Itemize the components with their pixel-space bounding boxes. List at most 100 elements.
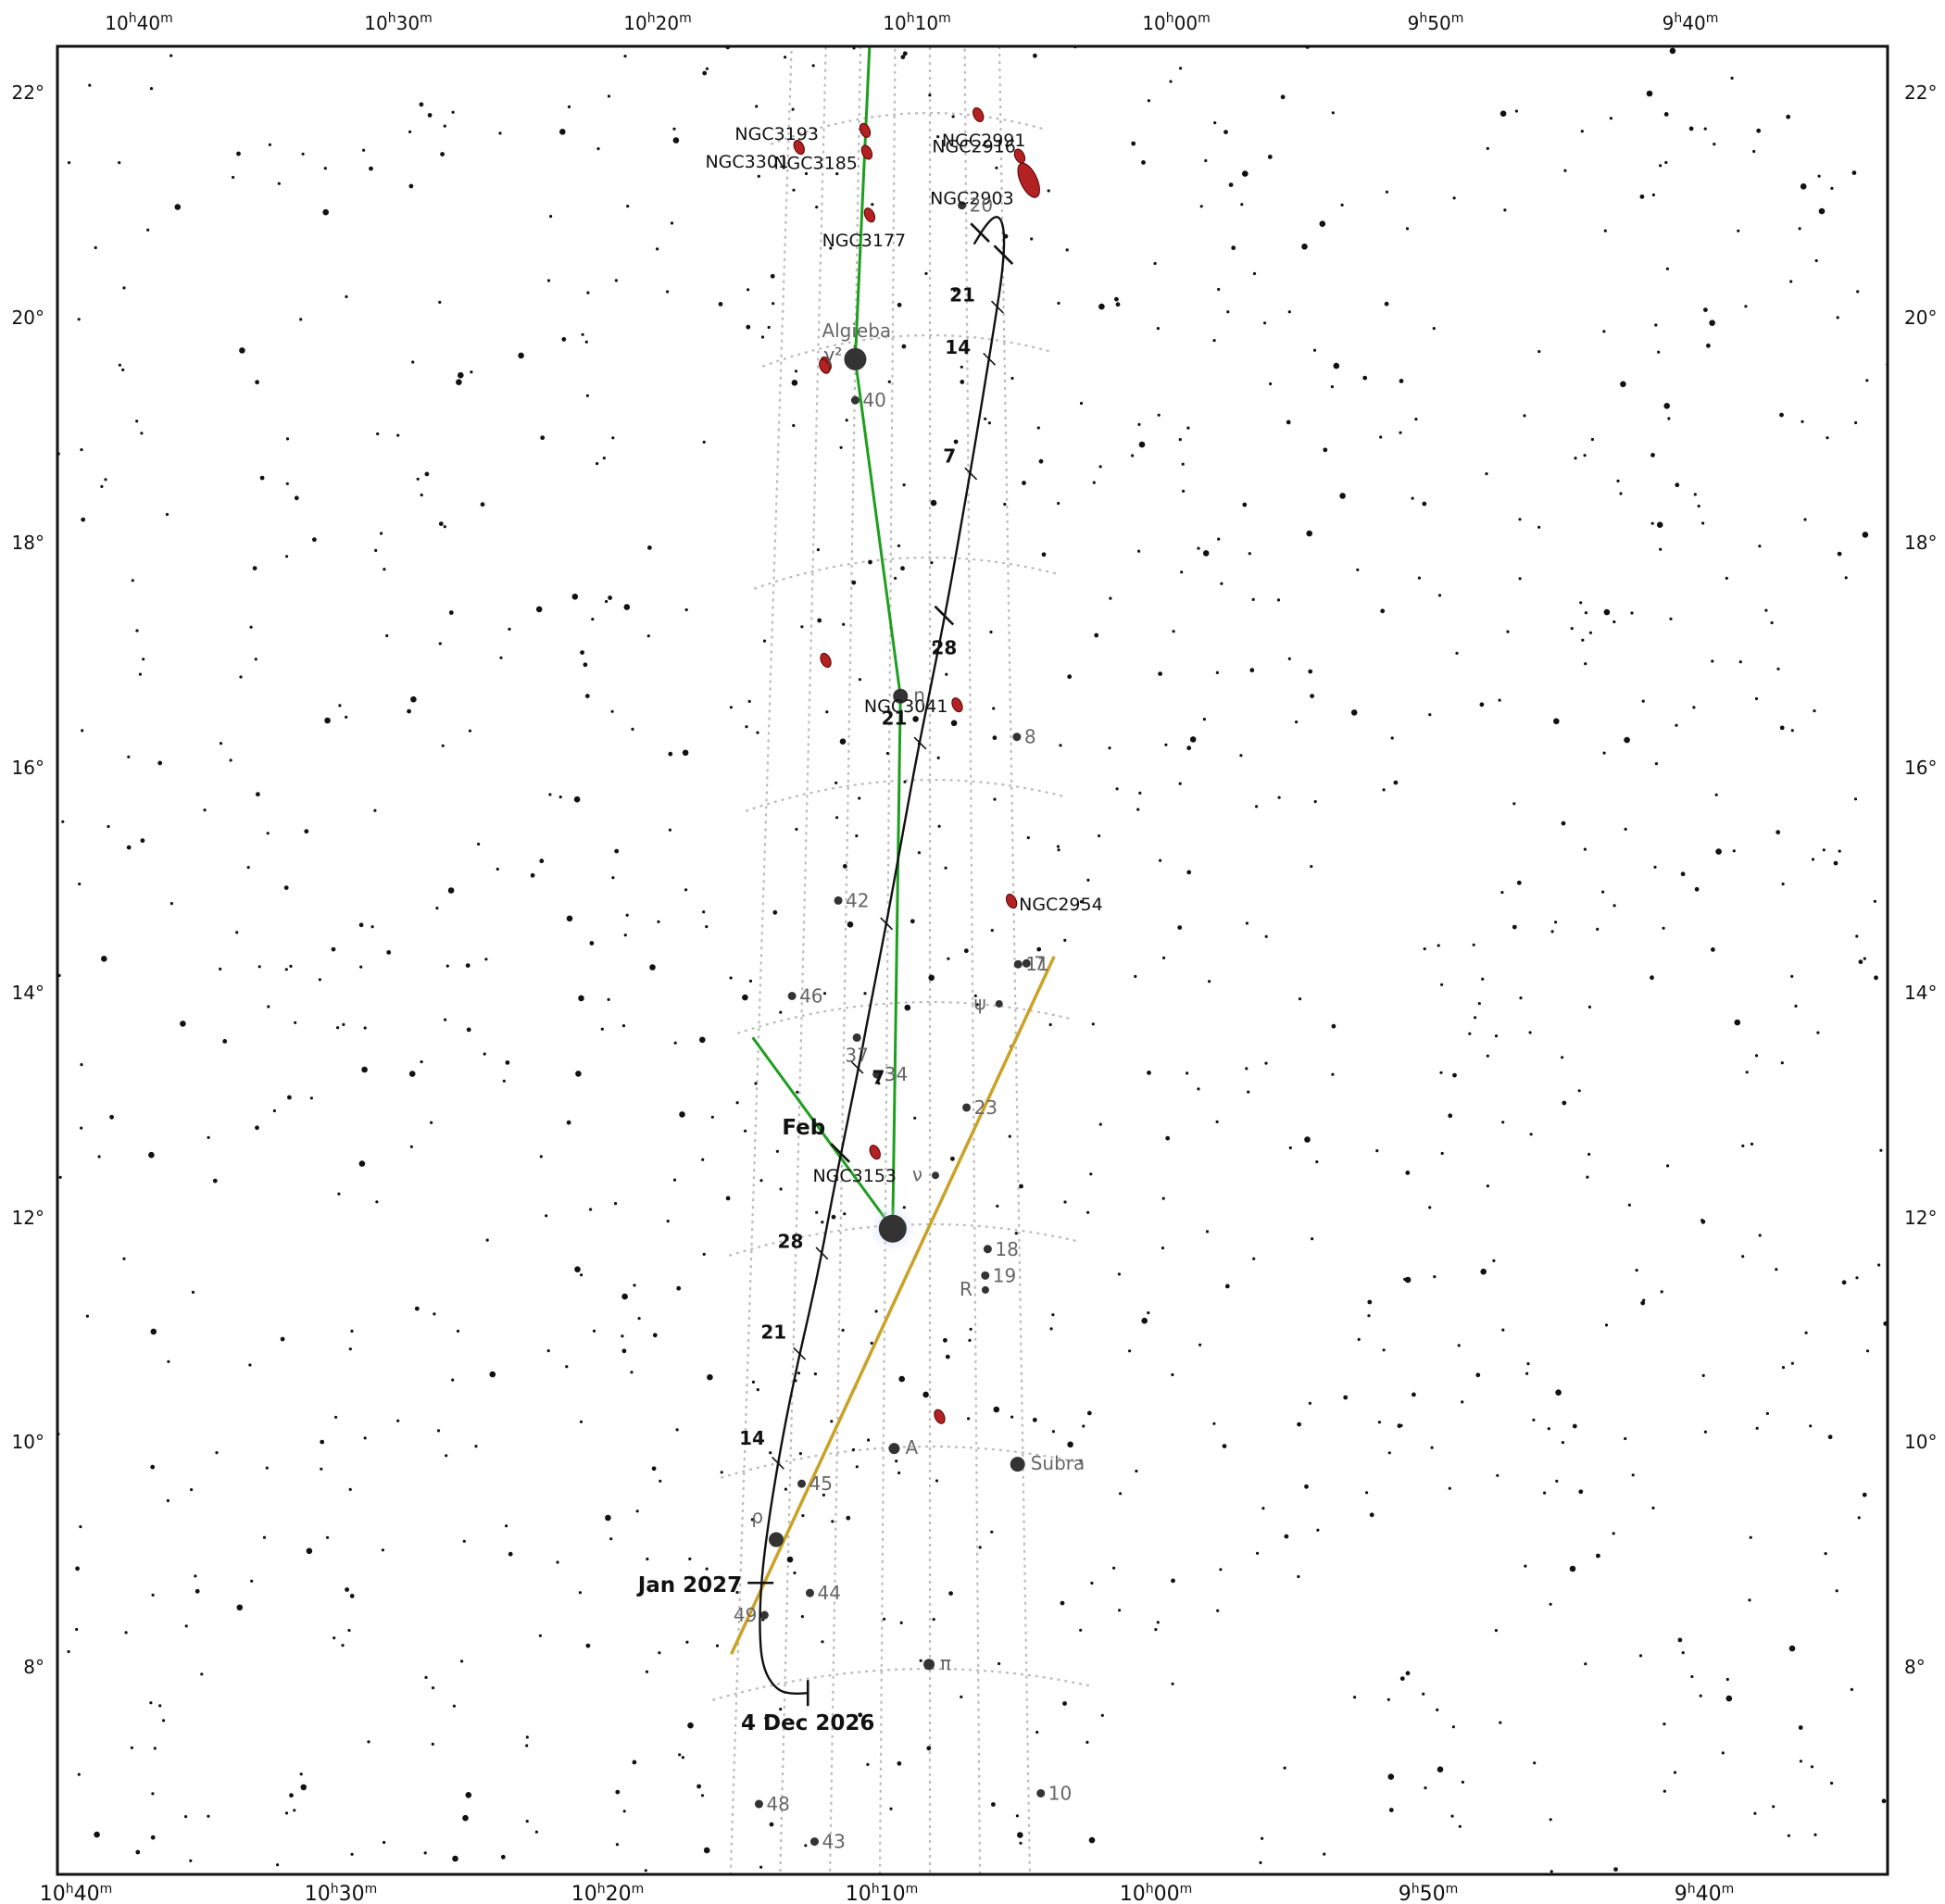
field-star <box>452 1704 456 1708</box>
field-star <box>349 1594 355 1598</box>
field-star <box>138 672 142 676</box>
field-star <box>167 1359 170 1363</box>
field-star <box>1399 379 1404 383</box>
field-star <box>480 502 485 507</box>
field-star <box>345 1587 349 1592</box>
field-star <box>1220 582 1223 585</box>
field-star <box>897 1471 901 1475</box>
field-star <box>1199 205 1203 208</box>
field-star <box>1646 90 1653 97</box>
field-star <box>894 576 897 581</box>
field-star <box>438 300 442 304</box>
field-star <box>1814 258 1818 263</box>
field-star <box>1850 1687 1853 1691</box>
field-star <box>1810 1765 1814 1769</box>
field-star <box>1660 1290 1663 1294</box>
field-star <box>1412 1392 1416 1397</box>
field-star <box>1750 1142 1754 1146</box>
field-star <box>124 1631 128 1635</box>
field-star <box>751 1380 756 1384</box>
field-star <box>1208 980 1211 983</box>
field-star <box>347 1628 351 1633</box>
field-star <box>1165 1135 1171 1141</box>
field-star <box>1455 651 1459 656</box>
field-star <box>668 828 672 832</box>
field-star <box>252 566 257 570</box>
field-star <box>1786 114 1791 119</box>
field-star <box>1550 930 1554 933</box>
field-star <box>250 1579 254 1583</box>
field-star <box>903 780 907 783</box>
field-star <box>1048 1022 1052 1027</box>
field-star <box>430 1121 433 1124</box>
field-star <box>948 1591 953 1596</box>
field-star <box>841 1328 845 1332</box>
field-star <box>1503 208 1507 212</box>
field-star <box>1561 1441 1564 1445</box>
field-star <box>1177 925 1183 930</box>
field-star <box>684 888 688 892</box>
field-star <box>122 1257 126 1260</box>
field-star <box>1730 76 1734 80</box>
field-star <box>1620 381 1626 388</box>
field-star <box>1215 670 1219 675</box>
field-star <box>1699 1694 1702 1697</box>
field-star <box>1813 709 1816 713</box>
field-star <box>1384 301 1389 307</box>
field-star <box>831 1520 834 1523</box>
field-star <box>1663 1722 1666 1726</box>
field-star <box>759 1865 763 1869</box>
field-star <box>441 744 445 747</box>
field-star <box>1801 420 1804 423</box>
field-star <box>953 289 957 293</box>
field-star <box>149 87 154 91</box>
field-star <box>602 457 606 460</box>
field-star <box>1298 997 1302 1001</box>
field-star <box>448 610 454 615</box>
comet-date-label: Feb <box>782 1116 825 1140</box>
field-star <box>1813 1833 1817 1836</box>
comet-date-label: 14 <box>739 1427 765 1449</box>
field-star <box>801 1514 805 1518</box>
field-star <box>350 1329 354 1333</box>
field-star <box>710 1115 714 1119</box>
field-star <box>1472 943 1475 946</box>
field-star <box>1213 121 1217 125</box>
field-star <box>1836 316 1839 319</box>
field-star <box>255 380 259 385</box>
galaxies <box>793 106 1040 1424</box>
numbered-star <box>1036 1788 1046 1798</box>
field-star <box>1399 1423 1403 1427</box>
field-star <box>1856 290 1860 294</box>
field-star <box>280 1336 285 1342</box>
field-star <box>687 1722 694 1729</box>
ra-axis-label: 10h00m <box>1120 1882 1193 1904</box>
dec-axis-label: 18° <box>12 532 44 554</box>
field-star <box>767 325 771 330</box>
field-star <box>1492 1259 1496 1262</box>
field-star <box>1754 1054 1759 1058</box>
field-star <box>131 579 134 582</box>
field-star <box>951 115 955 119</box>
field-star <box>320 1467 323 1471</box>
field-star <box>468 729 472 733</box>
numbered-star <box>805 1588 814 1597</box>
field-star <box>1826 436 1829 440</box>
ra-axis-label: 10h20m <box>571 1882 645 1904</box>
field-star <box>1725 1695 1733 1702</box>
field-star <box>1242 170 1249 177</box>
field-star <box>950 720 958 727</box>
field-star <box>1440 983 1444 986</box>
field-star <box>1650 521 1654 525</box>
star-number-label: 19 <box>993 1264 1016 1286</box>
field-star <box>571 594 579 600</box>
field-star <box>670 221 674 225</box>
field-star <box>1315 1160 1319 1164</box>
field-star <box>1650 975 1654 981</box>
field-star <box>580 650 584 655</box>
bright-star <box>888 1443 900 1455</box>
field-star <box>729 706 734 709</box>
field-star <box>1178 438 1182 442</box>
field-star <box>1399 431 1402 434</box>
field-star <box>1231 245 1236 251</box>
